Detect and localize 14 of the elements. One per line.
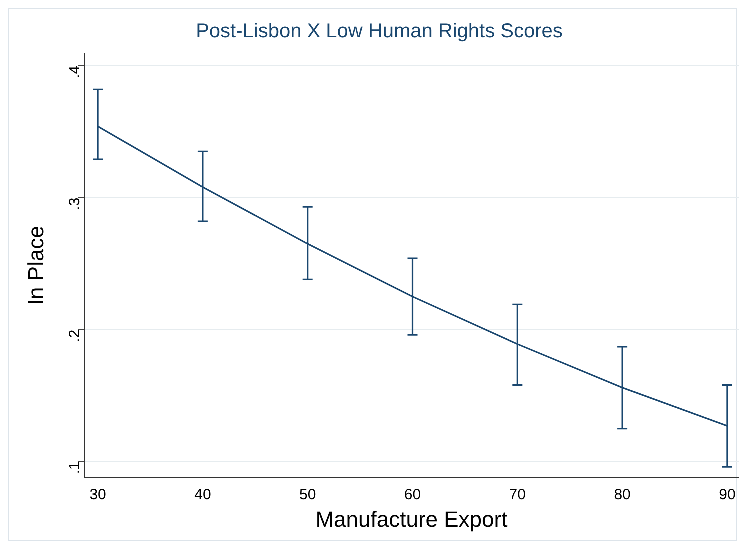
x-tick-label: 50 [300, 486, 316, 504]
x-tick-label: 30 [90, 486, 106, 504]
y-axis-title: In Place [23, 226, 48, 306]
x-tick-label: 70 [509, 486, 526, 504]
x-tick-label: 60 [404, 486, 422, 504]
chart-title: Post-Lisbon X Low Human Rights Scores [196, 20, 563, 43]
x-axis-title: Manufacture Export [316, 506, 508, 532]
x-tick-label: 40 [194, 486, 212, 504]
x-tick-label: 90 [719, 486, 736, 504]
y-tick-label: .4 [66, 66, 84, 78]
x-tick-label: 80 [614, 486, 631, 504]
y-tick-label: .1 [66, 462, 84, 474]
y-tick-label: .2 [66, 330, 84, 342]
y-tick-label: .3 [66, 198, 84, 210]
